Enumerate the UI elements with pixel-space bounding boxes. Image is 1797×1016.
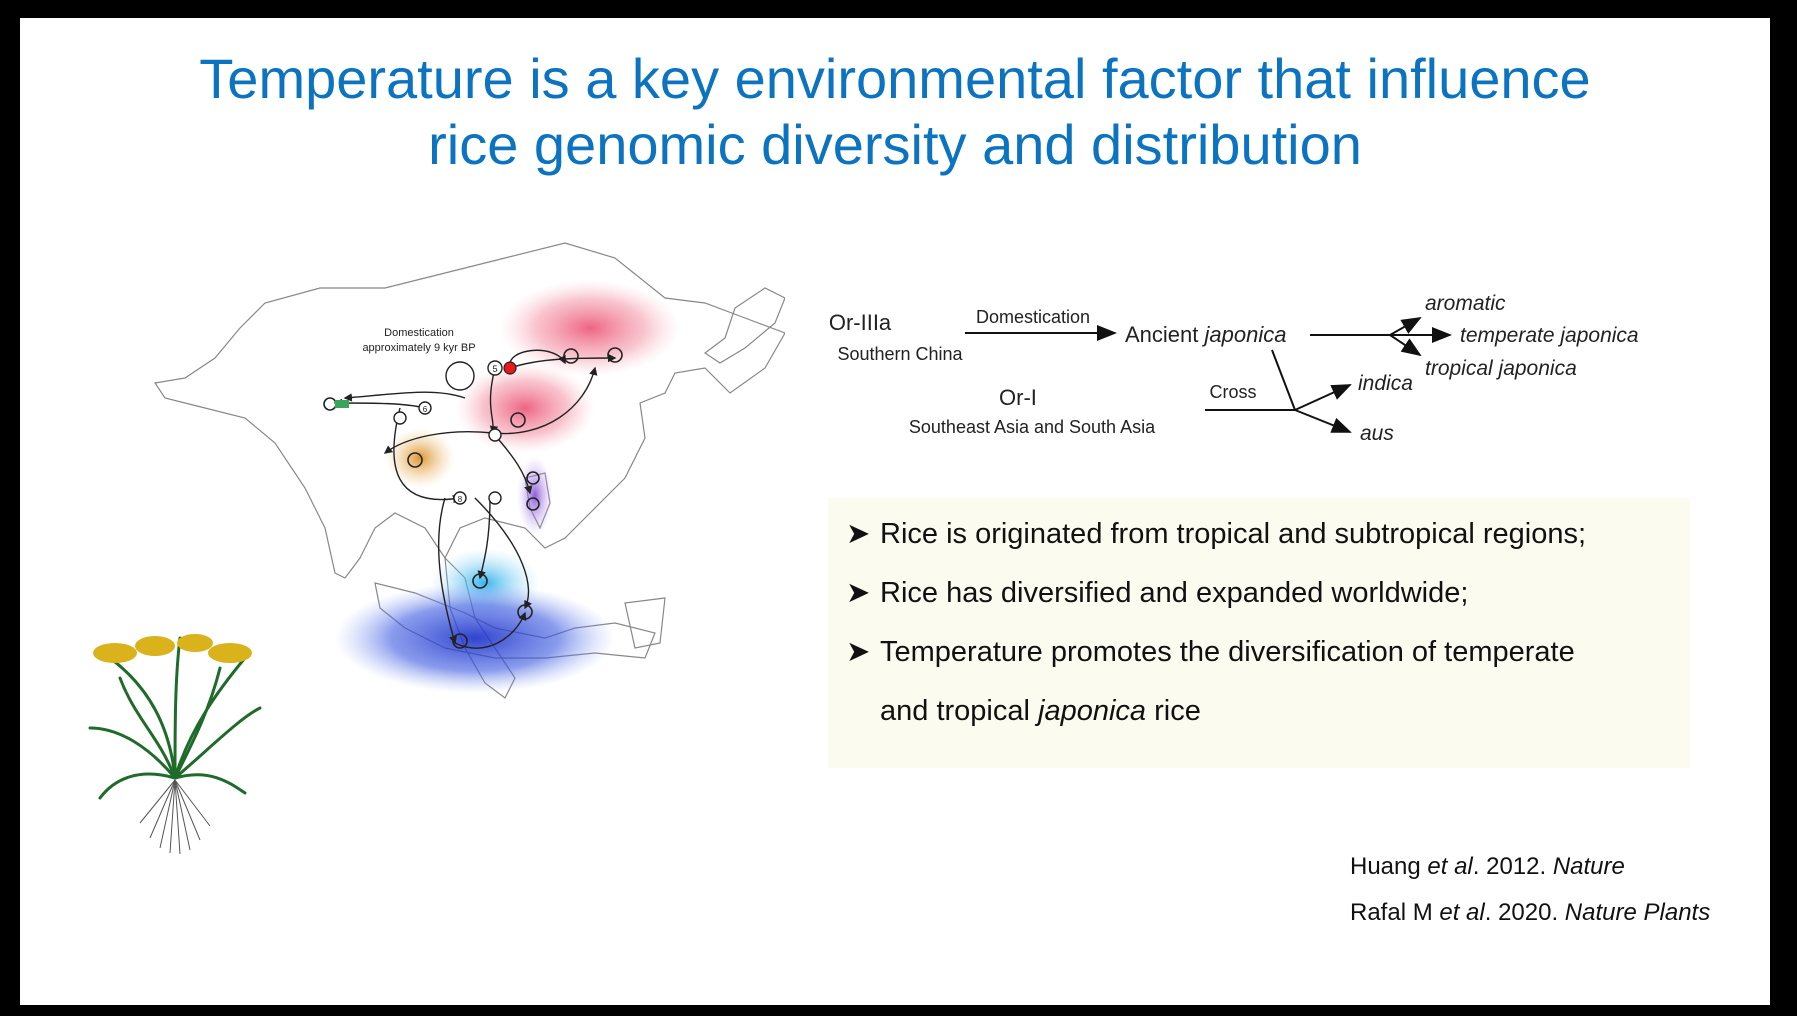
temperate-japonica-label: temperate japonica xyxy=(1460,324,1639,347)
domestication-diagram: Or-IIIa Southern China Domestication Anc… xyxy=(829,292,1639,445)
japan-outline xyxy=(703,287,785,364)
map-node-label-5: 5 xyxy=(492,364,497,374)
blob-red-1 xyxy=(500,280,680,376)
blob-red-2 xyxy=(455,363,595,453)
bullet-3: ➤ Temperature promotes the diversificatio… xyxy=(846,634,1575,670)
rice-plant-illustration xyxy=(88,634,262,855)
indica-label: indica xyxy=(1358,372,1413,395)
origin-node xyxy=(503,361,517,375)
bullet-1: ➤ Rice is originated from tropical and su… xyxy=(846,516,1586,552)
bullet-arrow-icon: ➤ xyxy=(846,518,871,550)
cross-label: Cross xyxy=(1209,382,1256,402)
title-line-1: Temperature is a key environmental facto… xyxy=(199,47,1591,110)
newguinea-outline xyxy=(624,597,666,649)
map-node-label-6: 6 xyxy=(423,405,428,414)
map-node-label-8: 8 xyxy=(458,495,463,504)
title-line-2: rice genomic diversity and distribution xyxy=(428,113,1362,176)
or1-label: Or-I xyxy=(999,385,1037,410)
bullet-2-text: Rice has diversified and expanded worldw… xyxy=(880,577,1469,609)
domestication-label: Domestication xyxy=(976,307,1090,327)
aus-label: aus xyxy=(1360,422,1394,445)
bullet-3-continuation: and tropical japonica rice xyxy=(880,695,1201,727)
citation-2: Rafal M et al. 2020. Nature Plants xyxy=(1350,899,1711,926)
tropical-japonica-label: tropical japonica xyxy=(1425,357,1577,380)
map-domestication-label-2: approximately 9 kyr BP xyxy=(362,342,475,354)
or3-region-label: Southern China xyxy=(837,344,963,364)
bullet-2: ➤ Rice has diversified and expanded world… xyxy=(846,575,1468,611)
or1-region-label: Southeast Asia and South Asia xyxy=(909,417,1156,437)
aromatic-label: aromatic xyxy=(1425,292,1506,315)
summary-box: ➤ Rice is originated from tropical and su… xyxy=(828,498,1690,768)
slide: Temperature is a key environmental facto… xyxy=(20,18,1770,1005)
bullet-arrow-icon: ➤ xyxy=(846,577,871,609)
map-domestication-label-1: Domestication xyxy=(384,327,454,339)
asia-map-figure: Domestication approximately 9 kyr BP 5 6… xyxy=(153,242,785,699)
bullet-3-text: Temperature promotes the diversification… xyxy=(880,636,1575,668)
or3-label: Or-IIIa xyxy=(829,310,892,335)
slide-title: Temperature is a key environmental facto… xyxy=(20,46,1770,178)
citation-1: Huang et al. 2012. Nature xyxy=(1350,853,1625,880)
ancient-japonica-label: Ancient japonica xyxy=(1125,322,1286,347)
asia-outline xyxy=(153,242,785,579)
blob-purple xyxy=(517,456,553,536)
bullet-1-text: Rice is originated from tropical and sub… xyxy=(880,518,1587,550)
bullet-arrow-icon: ➤ xyxy=(846,636,871,668)
green-marker xyxy=(335,400,349,408)
blob-blue xyxy=(335,583,615,693)
